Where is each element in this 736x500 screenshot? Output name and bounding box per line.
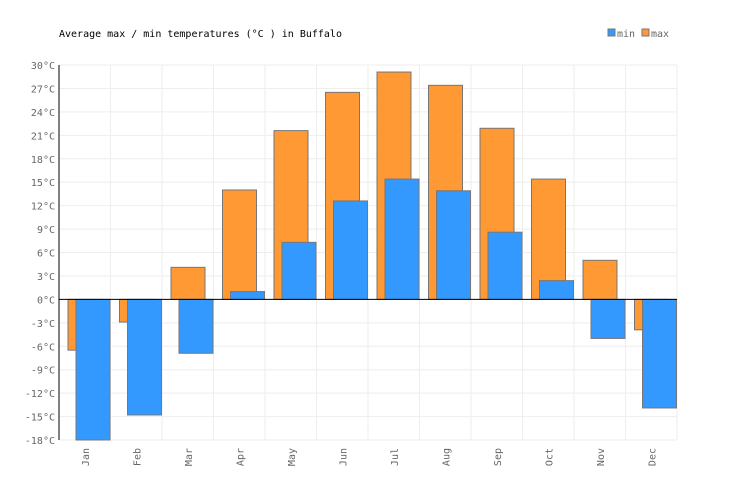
y-tick-label: 24°C [31,108,55,119]
y-tick-label: -9°C [31,366,55,377]
y-tick-label: 15°C [31,178,55,189]
axes: 30°C 27°C 24°C 21°C 18°C 15°C 12°C 9°C 6°C 3°C 0°C… [25,61,677,466]
x-tick-label: Jul [390,448,401,466]
legend-label-min: min [617,29,635,40]
y-tick-label: 9°C [37,225,55,236]
y-tick-label: 30°C [31,61,55,72]
y-tick-label: -12°C [25,389,55,400]
legend-swatch-max [641,28,650,37]
y-tick-label: 18°C [31,155,55,166]
x-tick-label: Nov [596,448,607,466]
bar-min [590,298,626,339]
y-tick-label: 6°C [37,249,55,260]
y-tick-label: 27°C [31,84,55,95]
y-tick-label: -3°C [31,319,55,330]
y-tick-label: -18°C [25,436,55,447]
bar-min [281,241,317,300]
bar-min [178,298,214,354]
bars [67,71,677,441]
bar-min [642,298,677,409]
x-tick-label: Sep [493,448,504,466]
bar-min [75,298,111,441]
y-tick-label: -6°C [31,342,55,353]
bar-max [170,266,206,300]
bar-min [230,291,265,300]
y-tick-label: 3°C [37,272,55,283]
x-tick-label: May [287,448,298,466]
bar-min [333,200,368,300]
chart-title: Average max / min temperatures (°C ) in … [59,29,342,40]
x-tick-label: Aug [441,448,452,466]
bar-min [384,178,420,300]
x-tick-label: Feb [132,448,143,466]
legend-label-max: max [651,29,669,40]
bar-max [582,259,618,300]
x-tick-label: Oct [544,448,555,466]
bar-max [531,178,566,300]
x-tick-label: Mar [184,448,195,466]
y-tick-label: 21°C [31,131,55,142]
bar-max [222,189,257,300]
y-tick-label: 12°C [31,202,55,213]
x-tick-label: Jan [81,448,92,466]
x-tick-label: Apr [235,448,246,466]
y-tick-label: -15°C [25,413,55,424]
bar-min [539,280,574,300]
bar-min [127,298,162,416]
x-tick-label: Jun [338,448,349,466]
bar-min [436,190,471,300]
y-tick-label: 0°C [37,295,55,306]
x-tick-label: Dec [647,448,658,466]
legend: min max [607,28,669,40]
bar-min [487,231,523,300]
legend-swatch-min [607,28,616,37]
